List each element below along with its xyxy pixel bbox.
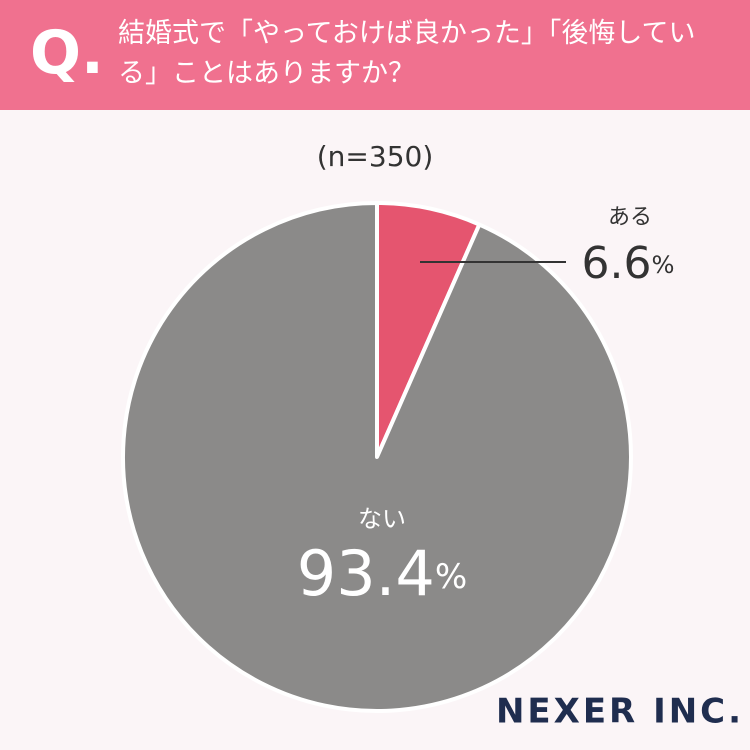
- logo: NEXER INC.: [496, 692, 744, 732]
- q-mark: Q.: [30, 18, 104, 88]
- slice-label: ない: [358, 505, 406, 533]
- chart-subtitle: (n=350): [317, 140, 434, 173]
- value-label: 93.4%: [297, 537, 467, 610]
- chart-title: 結婚式で「やっておけば良かった」「後悔している」ことはありますか？: [118, 18, 696, 89]
- value-label: 6.6%: [582, 238, 675, 289]
- pie-slice: [121, 201, 633, 713]
- slice-label: ある: [608, 205, 652, 230]
- header-band: [0, 0, 750, 110]
